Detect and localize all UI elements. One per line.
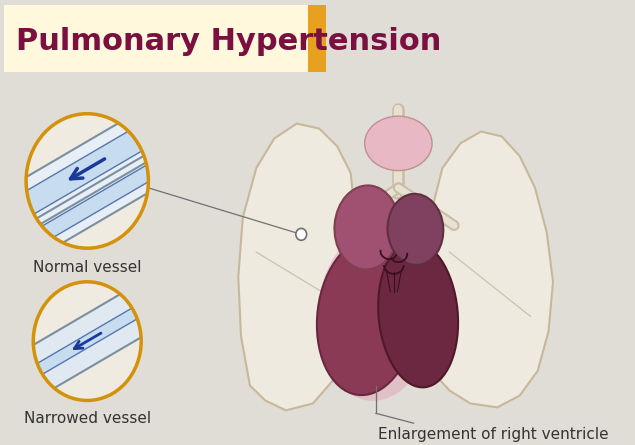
Ellipse shape [317,238,417,395]
Ellipse shape [335,186,399,269]
Polygon shape [425,132,553,407]
Circle shape [26,114,149,248]
Text: Enlargement of right ventricle: Enlargement of right ventricle [378,427,608,442]
Polygon shape [22,162,153,256]
Text: Normal vessel: Normal vessel [33,260,142,275]
Polygon shape [22,150,153,267]
Circle shape [296,228,307,240]
Ellipse shape [387,194,443,265]
Circle shape [33,282,141,400]
Circle shape [33,282,141,400]
Polygon shape [238,124,355,410]
Ellipse shape [364,116,432,170]
Polygon shape [29,300,145,382]
FancyBboxPatch shape [4,5,324,72]
Polygon shape [22,103,153,235]
Ellipse shape [378,242,458,387]
Text: Pulmonary Hypertension: Pulmonary Hypertension [16,27,441,56]
Text: Narrowed vessel: Narrowed vessel [23,411,150,426]
Polygon shape [29,279,145,403]
FancyBboxPatch shape [307,5,326,72]
Circle shape [26,114,149,248]
Polygon shape [22,117,153,221]
Ellipse shape [318,228,434,401]
